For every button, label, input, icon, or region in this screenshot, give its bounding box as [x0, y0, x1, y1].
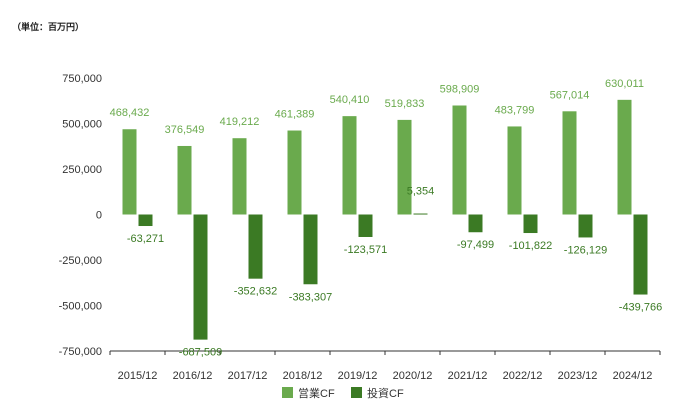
investing-cf-bar [633, 214, 648, 295]
operating-cf-bar [287, 130, 302, 215]
data-label: 419,212 [220, 116, 260, 128]
x-tick-label: 2017/12 [228, 370, 268, 382]
operating-cf-bar [397, 119, 412, 215]
data-label: 461,389 [275, 109, 315, 121]
data-label: 483,799 [495, 104, 535, 116]
y-tick-label: -250,000 [59, 255, 102, 267]
data-label: 519,833 [385, 98, 425, 110]
data-label: 598,909 [440, 83, 480, 95]
legend-swatch [351, 387, 362, 398]
y-tick-label: 500,000 [62, 119, 102, 131]
data-label: -383,307 [289, 291, 332, 303]
operating-cf-bar [177, 145, 192, 215]
operating-cf-bar [122, 129, 137, 215]
data-label: 567,014 [550, 89, 590, 101]
investing-cf-bar [468, 214, 483, 233]
data-label: -97,499 [457, 239, 494, 251]
data-label: 540,410 [330, 94, 370, 106]
y-tick-label: 250,000 [62, 164, 102, 176]
data-label: -352,632 [234, 286, 277, 298]
x-tick-label: 2020/12 [393, 370, 433, 382]
x-tick-label: 2021/12 [448, 370, 488, 382]
data-label: 5,354 [407, 186, 435, 198]
legend-swatch [282, 387, 293, 398]
x-tick-label: 2019/12 [338, 370, 378, 382]
x-tick-label: 2015/12 [118, 370, 158, 382]
investing-cf-bar [578, 214, 593, 238]
operating-cf-bar [562, 111, 577, 215]
legend-label: 営業CF [298, 386, 335, 400]
investing-cf-bar [413, 213, 428, 215]
data-labels: 468,432 -63,271 376,549 -687,509 419,212 -352… [110, 78, 663, 359]
bars [122, 99, 648, 340]
unit-label: （単位：百万円） [12, 22, 85, 32]
investing-cf-bar [523, 214, 538, 234]
data-label: -63,271 [127, 233, 164, 245]
x-tick-label: 2022/12 [503, 370, 543, 382]
investing-cf-bar [193, 214, 208, 340]
investing-cf-bar [358, 214, 373, 237]
x-axis: 2015/12 2016/12 2017/12 2018/12 2019/12 2020/… [109, 350, 661, 382]
data-label: -687,509 [179, 347, 222, 359]
x-tick-label: 2024/12 [613, 370, 653, 382]
investing-cf-bar [303, 214, 318, 285]
x-tick-label: 2023/12 [558, 370, 598, 382]
operating-cf-bar [342, 116, 357, 215]
x-tick-label: 2016/12 [173, 370, 213, 382]
data-label: 630,011 [605, 78, 644, 90]
operating-cf-bar [617, 99, 632, 215]
legend: 営業CF 投資CF [282, 386, 404, 400]
data-label: 468,432 [110, 107, 150, 119]
data-label: -123,571 [344, 244, 387, 256]
legend-label: 投資CF [367, 386, 404, 400]
data-label: 376,549 [165, 124, 205, 136]
data-label: -439,766 [619, 302, 662, 314]
y-tick-label: 0 [96, 210, 102, 222]
y-tick-label: 750,000 [62, 73, 102, 85]
x-tick-label: 2018/12 [283, 370, 323, 382]
y-axis: 750,000 500,000 250,000 0 -250,000 -500,000 -7… [59, 73, 102, 358]
operating-cf-bar [232, 138, 247, 215]
data-label: -101,822 [509, 240, 552, 252]
y-tick-label: -750,000 [59, 346, 102, 358]
operating-cf-bar [452, 105, 467, 215]
investing-cf-bar [248, 214, 263, 279]
operating-cf-bar [507, 126, 522, 215]
y-tick-label: -500,000 [59, 301, 102, 313]
data-label: -126,129 [564, 244, 607, 256]
investing-cf-bar [138, 214, 153, 227]
